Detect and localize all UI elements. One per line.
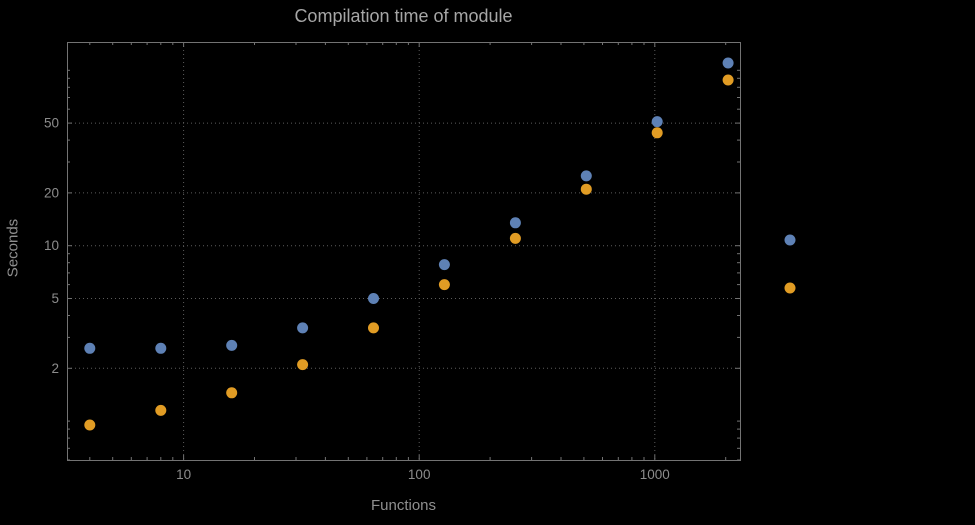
data-point-series-2 — [651, 127, 663, 139]
data-point-series-1 — [509, 217, 521, 229]
legend-marker-series-1 — [784, 234, 796, 246]
plot-frame — [67, 42, 741, 461]
data-point-series-1 — [438, 259, 450, 271]
data-point-series-2 — [84, 419, 96, 431]
data-point-series-2 — [368, 322, 379, 334]
y-tick-label: 20 — [44, 185, 59, 200]
y-tick-label: 2 — [51, 361, 59, 376]
x-axis-label: Functions — [370, 497, 437, 514]
data-point-series-2 — [155, 404, 167, 416]
y-tick-label: 10 — [44, 238, 59, 253]
data-point-series-1 — [651, 116, 663, 128]
data-point-series-2 — [509, 232, 521, 244]
x-tick-label: 1000 — [640, 467, 670, 482]
data-point-series-2 — [580, 183, 592, 195]
data-point-series-1 — [580, 170, 592, 182]
x-tick-label: 10 — [176, 467, 191, 482]
y-axis-label: Seconds — [4, 218, 22, 278]
legend-marker-series-2 — [784, 282, 796, 294]
data-point-series-1 — [722, 57, 734, 69]
data-point-series-1 — [368, 293, 379, 304]
data-point-series-2 — [438, 279, 450, 291]
chart-title: Compilation time of module — [294, 6, 513, 26]
data-point-series-1 — [297, 322, 309, 334]
y-tick-label: 5 — [51, 291, 59, 306]
data-point-series-1 — [155, 342, 167, 354]
y-tick-label: 50 — [44, 116, 59, 131]
data-point-series-1 — [84, 342, 96, 354]
data-point-series-2 — [297, 359, 309, 371]
x-tick-label: 100 — [408, 467, 431, 482]
data-point-series-2 — [226, 387, 238, 399]
data-point-series-2 — [722, 74, 734, 86]
data-point-series-1 — [226, 339, 238, 351]
